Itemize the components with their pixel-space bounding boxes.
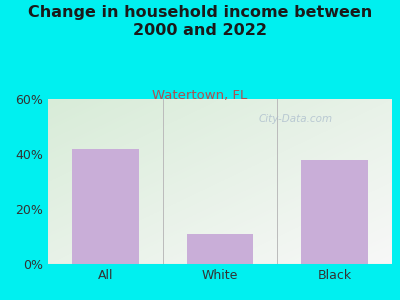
Bar [72, 148, 138, 264]
Text: City-Data.com: City-Data.com [259, 114, 333, 124]
Bar [302, 160, 368, 264]
Text: Watertown, FL: Watertown, FL [152, 88, 248, 101]
Text: Change in household income between
2000 and 2022: Change in household income between 2000 … [28, 4, 372, 38]
Bar [187, 234, 253, 264]
